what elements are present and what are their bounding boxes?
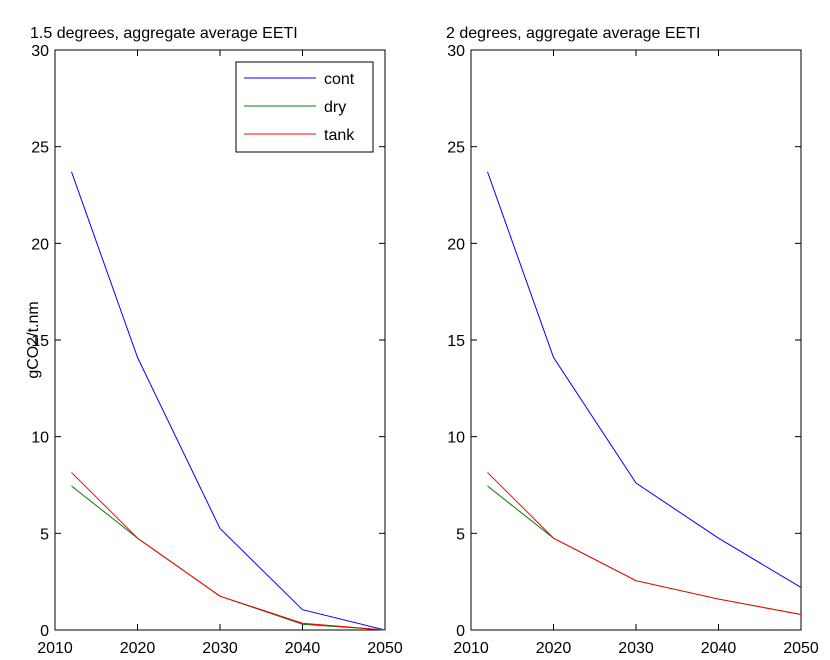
y-tick-label: 10 [31,430,49,447]
y-tick-label: 30 [447,43,465,60]
x-tick-label: 2050 [783,640,819,657]
chart-title: 2 degrees, aggregate average EETI [446,25,700,42]
axes-box [470,49,802,631]
subplot: 2 degrees, aggregate average EETI 0 5 10 15 2… [446,25,819,657]
y-tick-label: 0 [456,623,465,640]
y-tick-label: 5 [40,526,49,543]
legend-label: dry [324,99,346,116]
x-tick-label: 2030 [618,640,654,657]
y-tick-label: 0 [40,623,49,640]
y-tick-label: 15 [447,333,465,350]
series-line [487,472,802,616]
x-tick-label: 2030 [202,640,238,657]
y-tick-label: 20 [447,236,465,253]
x-tick-label: 2040 [285,640,321,657]
x-tick-label: 2010 [453,640,489,657]
x-tick-label: 2040 [701,640,737,657]
y-tick-label: 25 [31,140,49,157]
y-axis-label: gCO2/t.nm [25,301,42,378]
legend-label: cont [324,71,355,88]
legend-label: tank [324,127,355,144]
x-tick-label: 2020 [120,640,156,657]
y-tick-label: 20 [31,236,49,253]
x-tick-label: 2010 [37,640,73,657]
x-tick-label: 2050 [367,640,403,657]
x-tick-label: 2020 [536,640,572,657]
legend: cont dry tank [235,61,374,153]
y-tick-label: 25 [447,140,465,157]
series-line [487,171,802,588]
y-tick-label: 5 [456,526,465,543]
y-tick-label: 30 [31,43,49,60]
series-line [71,171,386,631]
legend-box [235,61,374,153]
y-tick-label: 10 [447,430,465,447]
chart-title: 1.5 degrees, aggregate average EETI [30,25,298,42]
subplot: 1.5 degrees, aggregate average EETI gCO2/… [25,25,403,657]
series-line [71,472,386,631]
y-tick-label: 15 [31,333,49,350]
